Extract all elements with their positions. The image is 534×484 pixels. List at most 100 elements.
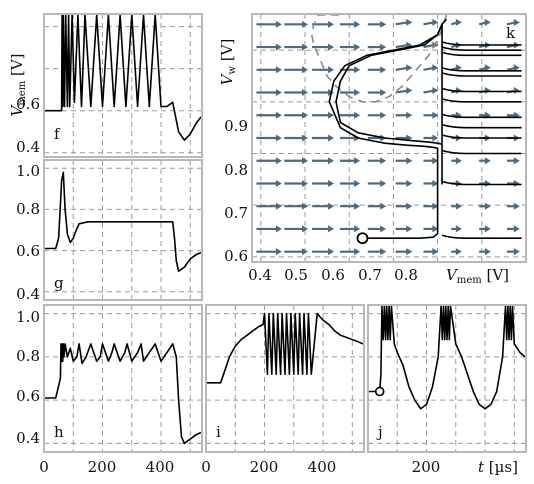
- panel-f: f Vmem [V] 0.6 0.4: [8, 13, 203, 158]
- panel-g-label: g: [54, 274, 64, 292]
- panel-g: g 0.4 0.6 0.8 1.0: [16, 159, 203, 303]
- panel-k-arrowhead-19: [513, 225, 520, 233]
- panel-k-start-marker: [356, 232, 369, 245]
- panel-k-arrowhead-33: [354, 179, 361, 187]
- panel-i-label: i: [216, 423, 221, 441]
- panel-k-rail-0: [441, 234, 522, 240]
- panel-k-arrowhead-70: [275, 89, 282, 97]
- panel-g-ytick-0: 0.4: [16, 285, 40, 303]
- panel-k-arrowhead-106: [432, 18, 439, 26]
- panel-k-arrowhead-63: [354, 111, 361, 119]
- panel-k-arrowhead-31: [301, 179, 308, 187]
- panel-k-arrowhead-76: [432, 87, 439, 95]
- panel-f-ylabel: Vmem [V]: [8, 53, 28, 116]
- panel-k-arrowhead-107: [455, 18, 462, 26]
- panel-k-ylabel: Vw [V]: [218, 39, 238, 86]
- panel-k-arrowhead-73: [354, 89, 361, 97]
- panel-k-ytick-1: 0.7: [224, 204, 248, 222]
- panel-i-xtick-2: 400: [308, 458, 337, 476]
- panel-k-arrowhead-25: [406, 202, 413, 210]
- panel-i-xtick-1: 200: [250, 458, 279, 476]
- panel-k-xtick-3: 0.7: [358, 266, 382, 284]
- panel-k-arrowhead-109: [513, 18, 520, 26]
- panel-k-arrowhead-13: [354, 225, 361, 233]
- panel-k-arrowhead-44: [380, 157, 387, 165]
- panel-k-arrowhead-11: [301, 225, 308, 233]
- panel-k-arrowhead-50: [275, 134, 282, 142]
- panel-k-arrowhead-9: [513, 248, 520, 256]
- panel-g-ytick-2: 0.8: [16, 200, 40, 218]
- panel-k-arrowhead-26: [432, 202, 439, 210]
- panel-k-rail-9: [441, 67, 522, 72]
- panel-k-arrowhead-49: [513, 157, 520, 165]
- panel-k-arrowhead-6: [432, 248, 439, 256]
- panel-j-xlabel: t [µs]: [478, 458, 518, 476]
- panel-h-ytick-3: 1.0: [16, 308, 40, 326]
- panel-g-frame: [43, 159, 203, 301]
- panel-k-rail-4: [441, 123, 522, 129]
- panel-k-arrowhead-85: [406, 64, 413, 72]
- panel-k-arrowhead-51: [301, 134, 308, 142]
- panel-k-arrowhead-81: [301, 66, 308, 74]
- panel-k-arrowhead-102: [328, 20, 335, 28]
- panel-k-arrowhead-82: [328, 66, 335, 74]
- panel-k-arrowhead-61: [301, 111, 308, 119]
- panel-h: h 0.4 0.6 0.8 1.0 0 200 400: [16, 304, 203, 476]
- panel-k-arrowhead-43: [354, 157, 361, 165]
- panel-k-arrowhead-15: [406, 225, 413, 233]
- panel-k-arrowhead-10: [275, 225, 282, 233]
- panel-i: i 0 200 400: [201, 304, 365, 476]
- panel-k-arrowhead-75: [406, 87, 413, 95]
- panel-i-grid: [206, 305, 364, 452]
- panel-f-ytick-0: 0.6: [16, 95, 40, 113]
- panel-k-arrowhead-39: [513, 179, 520, 187]
- panel-j-label: j: [376, 423, 383, 441]
- panel-h-xtick-2: 400: [146, 458, 175, 476]
- panel-k-arrow-75: [395, 89, 409, 94]
- panel-h-trace: [45, 343, 202, 445]
- panel-k-arrowhead-17: [455, 225, 462, 233]
- panel-k-xtick-2: 0.6: [321, 266, 345, 284]
- panel-j-trace: [369, 305, 526, 410]
- panel-h-ytick-0: 0.4: [16, 429, 40, 447]
- panel-k-arrowhead-2: [328, 248, 335, 256]
- panel-k-arrowhead-74: [380, 89, 387, 97]
- panel-k-arrowhead-20: [275, 202, 282, 210]
- panel-k-rail-11: [441, 46, 522, 51]
- panel-k-arrowhead-28: [484, 202, 491, 210]
- panel-h-xtick-0: 0: [39, 458, 49, 476]
- panel-k-arrowhead-93: [354, 43, 361, 51]
- panel-k-rails: [441, 24, 522, 240]
- panel-k-arrowhead-80: [275, 66, 282, 74]
- panel-k-arrowhead-42: [328, 157, 335, 165]
- panel-k-arrowhead-0: [275, 248, 282, 256]
- panel-j: j 200 t [µs]: [367, 304, 527, 476]
- panel-k-arrowhead-3: [354, 248, 361, 256]
- panel-k-arrowhead-40: [275, 157, 282, 165]
- panel-k-arrowhead-64: [380, 111, 387, 119]
- panel-k: k Vw [V] 0.6 0.7 0.8 0.9 0.4 0.5 0.6 0.7…: [218, 13, 527, 286]
- panel-h-ytick-2: 0.8: [16, 347, 40, 365]
- panel-k-arrowhead-105: [406, 18, 413, 26]
- panel-k-arrowhead-22: [328, 202, 335, 210]
- panel-h-xtick-1: 200: [88, 458, 117, 476]
- panel-k-arrow-85: [395, 66, 409, 71]
- panel-k-rail-6: [441, 98, 522, 103]
- panel-k-arrowhead-71: [301, 89, 308, 97]
- panel-k-arrowhead-87: [455, 64, 462, 72]
- panel-k-arrowhead-52: [328, 134, 335, 142]
- panel-k-trajectory-1: [335, 23, 443, 145]
- panel-k-arrowhead-103: [354, 20, 361, 28]
- panel-k-arrowhead-4: [380, 248, 387, 256]
- panel-k-arrowhead-86: [432, 64, 439, 72]
- panel-k-arrowhead-94: [380, 43, 387, 51]
- panel-k-arrowhead-24: [380, 202, 387, 210]
- panel-k-xtick-0: 0.4: [248, 266, 272, 284]
- panel-f-trace: [45, 14, 202, 141]
- panel-k-arrowhead-56: [432, 134, 439, 142]
- panel-k-arrowhead-34: [380, 179, 387, 187]
- panel-k-arrowhead-45: [406, 157, 413, 165]
- panel-k-arrowhead-1: [301, 248, 308, 256]
- panel-j-frame: [367, 304, 527, 453]
- panel-f-label: f: [54, 125, 61, 143]
